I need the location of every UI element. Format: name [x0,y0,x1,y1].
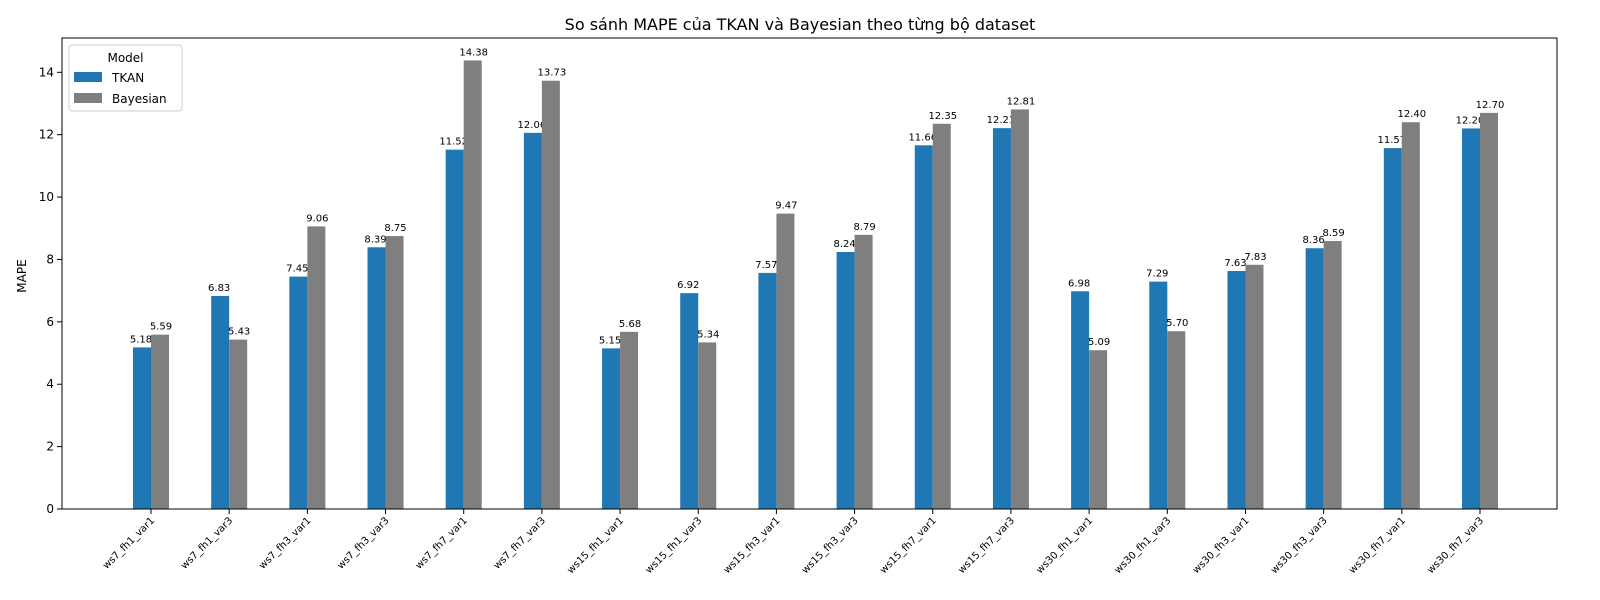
value-label-bayesian: 5.09 [1088,337,1110,348]
value-label-tkan: 7.45 [286,264,308,275]
bar-bayesian [151,334,169,509]
value-label-tkan: 11.57 [1378,135,1407,146]
bar-tkan [1462,128,1480,509]
y-tick-label: 8 [46,252,54,266]
value-label-tkan: 6.92 [677,280,699,291]
legend-label-tkan: TKAN [111,71,144,85]
y-tick-label: 2 [46,440,54,454]
value-label-bayesian: 5.43 [228,327,250,338]
bar-tkan [758,272,777,509]
bar-tkan [1383,148,1402,509]
value-label-tkan: 7.57 [755,260,777,271]
value-label-bayesian: 13.73 [538,68,567,79]
bar-tkan [914,145,933,509]
bar-bayesian [776,213,795,509]
value-label-tkan: 12.20 [1456,115,1485,126]
plot-frame [61,37,1558,510]
bar-tkan [836,251,855,509]
legend-swatch-bayesian [74,93,102,103]
value-label-tkan: 8.39 [364,234,386,245]
bar-bayesian [541,80,560,509]
value-label-bayesian: 8.59 [1323,228,1345,239]
y-axis-label: MAPE [15,259,29,292]
value-label-tkan: 12.06 [518,120,547,131]
bar-tkan [680,293,699,509]
bar-tkan [211,295,230,509]
bar-bayesian [620,331,639,509]
bar-bayesian [1089,350,1108,509]
bar-tkan [1071,291,1090,509]
bar-bayesian [1323,241,1342,509]
y-tick-label: 0 [46,502,54,516]
value-label-bayesian: 8.79 [853,222,875,233]
y-tick-label: 14 [39,65,54,79]
value-label-bayesian: 12.70 [1476,100,1505,111]
value-label-bayesian: 7.83 [1244,252,1266,263]
value-label-bayesian: 9.06 [306,213,328,224]
bar-bayesian [1401,122,1420,510]
chart-title: So sánh MAPE của TKAN và Bayesian theo t… [565,15,1036,34]
y-tick-label: 6 [46,315,54,329]
bar-bayesian [854,234,873,510]
y-tick-label: 10 [39,190,54,204]
value-label-bayesian: 8.75 [384,223,406,234]
bar-bayesian [385,236,404,510]
value-label-tkan: 7.63 [1224,258,1246,269]
legend-swatch-tkan [74,72,102,82]
y-tick-label: 12 [39,128,54,142]
bar-bayesian [1010,109,1029,509]
legend-title: Model [107,51,143,65]
value-label-tkan: 6.98 [1068,278,1090,289]
bar-tkan [367,247,386,509]
bar-bayesian [698,342,717,509]
value-label-tkan: 5.15 [599,335,621,346]
bar-tkan [289,276,308,509]
bar-tkan [1149,281,1168,509]
bar-tkan [992,128,1011,510]
bar-bayesian [463,60,482,509]
value-label-bayesian: 5.34 [697,329,719,340]
bar-bayesian [1245,264,1264,509]
value-label-bayesian: 12.40 [1398,109,1427,120]
bar-bayesian [307,226,326,509]
value-label-tkan: 8.36 [1303,235,1325,246]
value-label-tkan: 5.18 [130,334,152,345]
plot-area: 024681012145.185.59ws7_fh1_var16.835.43w… [39,47,1505,576]
y-tick-label: 4 [46,377,54,391]
bar-bayesian [932,123,951,510]
bar-bayesian [1480,112,1498,509]
value-label-tkan: 11.52 [439,137,468,148]
bar-tkan [133,347,151,509]
value-label-tkan: 8.24 [833,239,855,250]
value-label-bayesian: 12.35 [928,111,957,122]
bar-bayesian [229,339,248,509]
value-label-bayesian: 5.68 [619,319,641,330]
value-label-bayesian: 12.81 [1007,96,1036,107]
bar-bayesian [1167,331,1186,509]
value-label-tkan: 6.83 [208,283,230,294]
bar-tkan [523,132,542,509]
bar-tkan [1305,248,1324,509]
legend: Model TKAN Bayesian [68,44,183,112]
value-label-bayesian: 5.59 [150,322,172,333]
value-label-tkan: 11.66 [908,132,937,143]
value-label-tkan: 12.21 [987,115,1016,126]
value-label-bayesian: 5.70 [1166,318,1188,329]
bar-tkan [445,149,464,510]
bar-tkan [602,348,621,509]
value-label-tkan: 7.29 [1146,269,1168,280]
legend-label-bayesian: Bayesian [112,92,167,106]
value-label-bayesian: 14.38 [459,47,488,58]
value-label-bayesian: 9.47 [775,201,797,212]
bar-tkan [1227,271,1246,509]
